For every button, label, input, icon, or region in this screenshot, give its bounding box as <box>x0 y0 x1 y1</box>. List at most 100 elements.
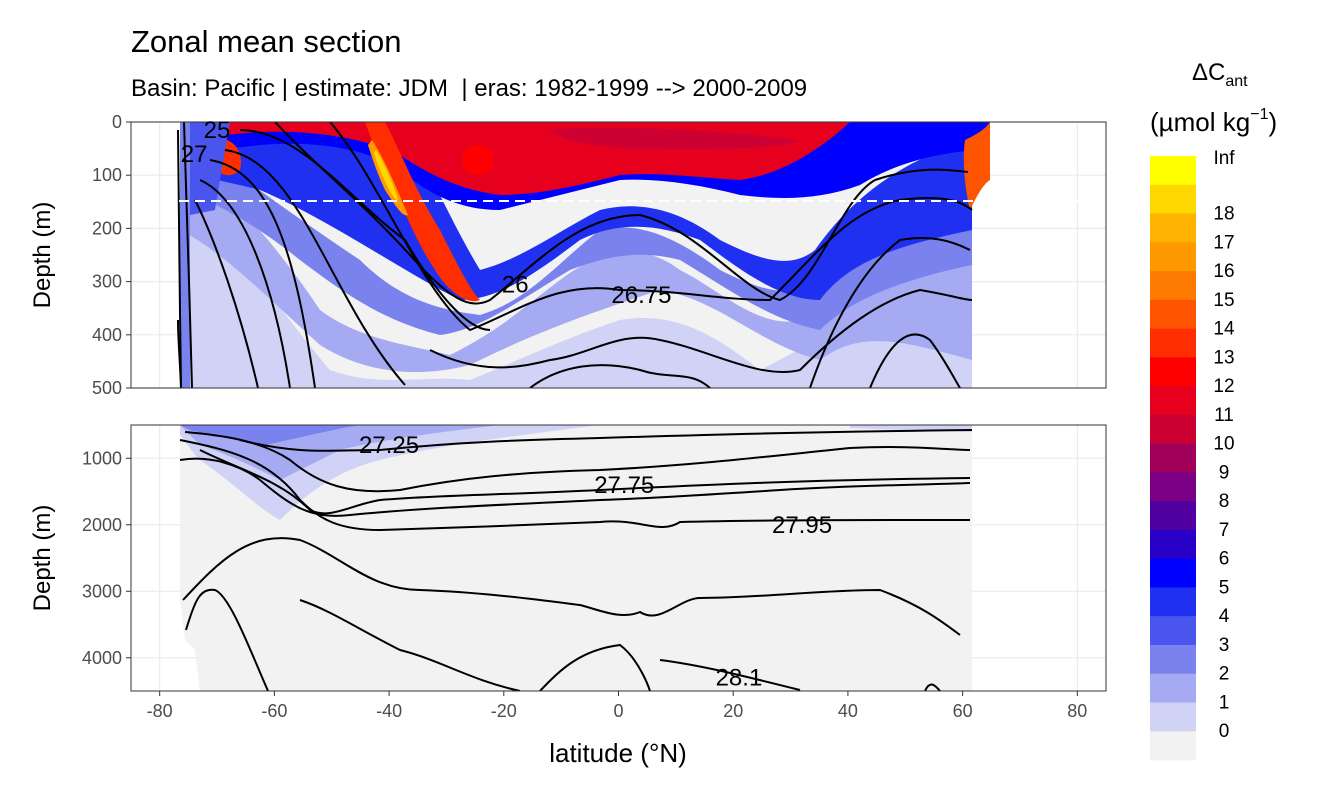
colorbar-swatch <box>1150 299 1196 330</box>
contour-line <box>177 129 182 388</box>
colorbar-label: 15 <box>1213 290 1234 311</box>
y-tick-label: 3000 <box>82 581 122 601</box>
colorbar-swatch <box>1150 156 1196 186</box>
contour-label: 27.95 <box>772 512 832 539</box>
colorbar-label: 9 <box>1219 462 1230 483</box>
colorbar-swatch <box>1150 501 1196 531</box>
x-tick-label: -40 <box>376 701 402 721</box>
upper-panel-border <box>130 121 1107 389</box>
colorbar-units-exponent: −1 <box>1250 106 1268 123</box>
colorbar-label: 4 <box>1219 606 1230 627</box>
chart-title: Zonal mean section <box>131 24 402 59</box>
colorbar-title: ΔCant <box>1192 59 1248 90</box>
colorbar-swatch <box>1150 644 1196 675</box>
colorbar-units-prefix: (µmol kg <box>1150 107 1250 137</box>
band-3-fill-edge <box>180 122 190 388</box>
colorbar-label: 3 <box>1219 635 1230 656</box>
contour-line <box>429 288 973 373</box>
contour-label: 27.25 <box>359 432 419 459</box>
colorbar-swatch <box>1150 443 1196 473</box>
colorbar-label: 14 <box>1213 319 1235 340</box>
contour-line <box>185 588 269 691</box>
colorbar-label: 6 <box>1219 549 1230 570</box>
x-axis-label: latitude (°N) <box>549 738 687 768</box>
x-tick-label: -20 <box>491 701 517 721</box>
contour-line <box>299 599 521 691</box>
lower-panel: 27.25 27.75 27.95 28.1 <box>130 424 1107 692</box>
colorbar-swatch <box>1150 472 1196 502</box>
band-12-fill-eddy <box>462 145 494 175</box>
contour-line <box>224 149 406 386</box>
contour-line-26 <box>274 122 969 305</box>
upper-y-axis-label: Depth (m) <box>29 202 56 309</box>
colorbar-legend: ΔCant (µmol kg−1) Inf1817161514131211109… <box>1150 59 1277 761</box>
band-15-fill <box>963 122 990 210</box>
band-1-fill <box>180 200 972 388</box>
lower-contour-lines <box>179 429 973 691</box>
contour-label: 25 <box>204 117 231 144</box>
contour-line <box>209 159 316 388</box>
y-tick-label: 0 <box>112 112 122 132</box>
contour-line <box>194 199 259 388</box>
y-tick-label: 400 <box>92 325 122 345</box>
colorbar-label: 17 <box>1213 232 1234 253</box>
colorbar-swatch <box>1150 271 1196 301</box>
contour-line <box>239 129 491 331</box>
contour-line-27-25 <box>239 429 973 452</box>
x-tick-label: 80 <box>1067 701 1087 721</box>
y-tick-label: 2000 <box>82 515 122 535</box>
colorbar-swatch <box>1150 414 1196 445</box>
contour-line <box>199 449 971 515</box>
colorbar-swatch <box>1150 558 1196 588</box>
lower-contour-labels: 27.25 27.75 27.95 28.1 <box>359 432 832 692</box>
contour-line <box>182 537 961 636</box>
colorbar-swatch <box>1150 386 1196 416</box>
contour-label: 27.75 <box>594 472 654 499</box>
upper-contour-lines <box>177 122 973 388</box>
contour-line <box>869 333 961 388</box>
contour-line <box>183 122 193 388</box>
x-tick-label: 20 <box>723 701 743 721</box>
y-tick-label: 4000 <box>82 648 122 668</box>
colorbar-label: 11 <box>1214 405 1234 426</box>
y-tick-label: 300 <box>92 272 122 292</box>
band-13-fill <box>365 122 480 302</box>
contour-line <box>539 643 651 691</box>
colorbar-label: 5 <box>1219 577 1230 598</box>
colorbar-label: 18 <box>1213 204 1234 225</box>
colorbar-swatch <box>1150 529 1196 560</box>
contour-line <box>184 431 971 493</box>
contour-label: 26 <box>502 271 529 298</box>
colorbar-swatch <box>1150 702 1196 732</box>
x-tick-label: -60 <box>261 701 287 721</box>
contour-line-28-1 <box>659 659 801 691</box>
contour-line-27-75 <box>179 457 971 517</box>
contour-line <box>529 364 711 388</box>
contour-line <box>924 683 941 691</box>
lower-y-axis: 1000 2000 3000 4000 <box>82 448 131 668</box>
colorbar-swatch <box>1150 213 1196 243</box>
x-axis: -80 -60 -40 -20 0 20 40 60 80 <box>147 691 1087 721</box>
colorbar-swatch <box>1150 242 1196 272</box>
colorbar-label: 1 <box>1219 692 1230 713</box>
colorbar-units: (µmol kg−1) <box>1150 106 1277 137</box>
contour-line-26-75 <box>329 122 973 332</box>
x-tick-label: 40 <box>838 701 858 721</box>
colorbar-label: 7 <box>1219 520 1230 541</box>
contour-label: 27 <box>181 141 208 168</box>
colorbar-units-suffix: ) <box>1268 107 1277 137</box>
y-tick-label: 1000 <box>82 448 122 468</box>
lower-y-axis-label: Depth (m) <box>29 505 56 612</box>
contour-line <box>177 319 182 388</box>
contour-label: 28.1 <box>716 665 763 692</box>
contour-line <box>199 179 291 388</box>
colorbar-swatch <box>1150 328 1196 358</box>
band-17-fill <box>374 150 398 200</box>
colorbar-label: 8 <box>1219 491 1230 512</box>
contour-line <box>809 237 971 388</box>
x-tick-label: -80 <box>147 701 173 721</box>
